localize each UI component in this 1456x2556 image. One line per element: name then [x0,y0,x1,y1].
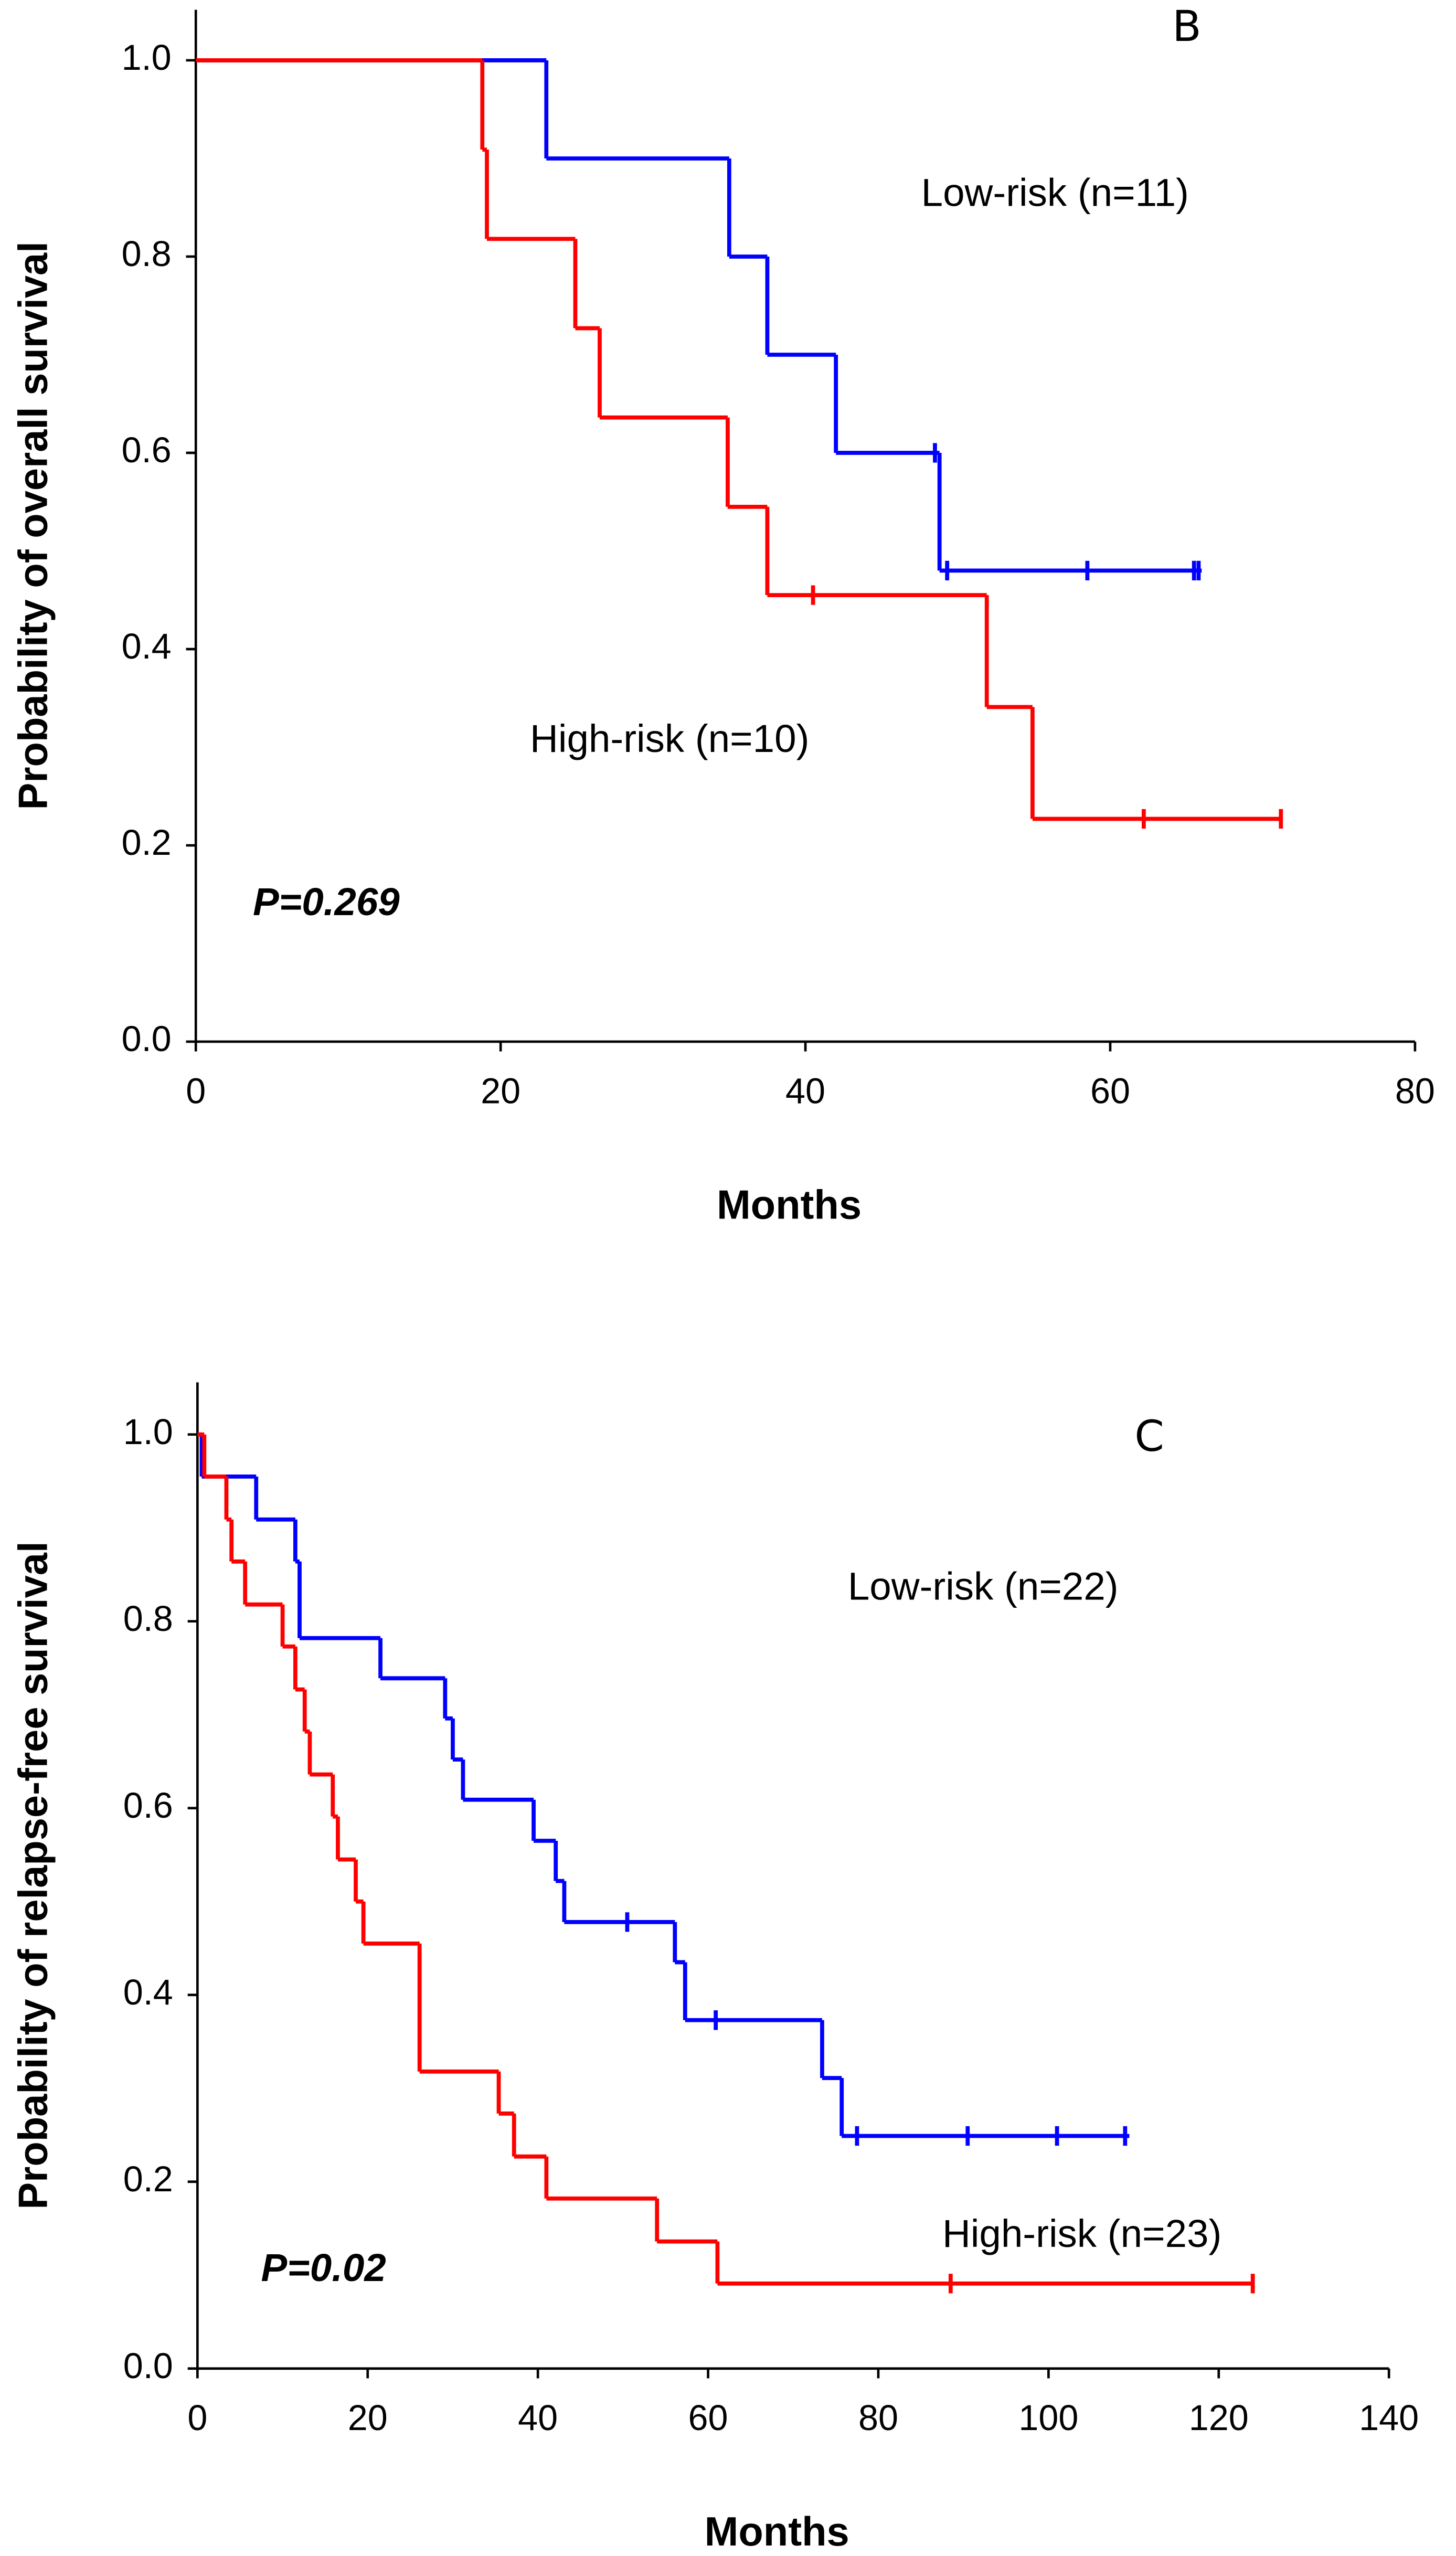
y-tick-label: 1.0 [122,38,172,78]
y-axis-title: Probability of relapse-free survival [10,1541,56,2209]
y-tick-label: 0.0 [122,1019,172,1059]
x-axis-title: Months [705,2509,849,2554]
y-tick-label: 0.4 [123,1972,173,2012]
x-tick-label: 0 [186,1072,206,1111]
x-axis-title: Months [717,1182,862,1227]
panel-label: B [1172,2,1201,51]
x-tick-label: 60 [688,2398,728,2438]
y-tick-label: 0.6 [123,1786,173,1826]
y-tick-label: 0.4 [122,627,172,666]
y-tick-label: 1.0 [123,1412,173,1452]
x-tick-label: 0 [187,2398,207,2438]
y-tick-label: 0.6 [122,430,172,470]
survival-curve [197,1432,1130,2146]
legend-label: High-risk (n=10) [530,717,809,760]
survival-curve [197,1432,1255,2294]
p-value: P=0.269 [253,880,400,924]
x-tick-label: 60 [1090,1072,1130,1111]
y-tick-label: 0.8 [123,1599,173,1639]
p-value: P=0.02 [261,2246,386,2289]
x-tick-label: 100 [1018,2398,1078,2438]
y-tick-label: 0.0 [123,2346,173,2386]
y-tick-label: 0.2 [123,2159,173,2199]
x-tick-label: 80 [1395,1072,1435,1111]
x-tick-label: 120 [1189,2398,1249,2438]
x-tick-label: 140 [1359,2398,1419,2438]
x-tick-label: 20 [481,1072,520,1111]
survival-curve [196,58,1202,581]
y-tick-label: 0.8 [122,234,172,274]
y-tick-label: 0.2 [122,823,172,863]
x-tick-label: 20 [348,2398,388,2438]
panel-label: C [1134,1412,1164,1461]
legend-label: High-risk (n=23) [942,2212,1221,2255]
x-tick-label: 40 [785,1072,825,1111]
legend-label: Low-risk (n=11) [921,171,1189,214]
x-tick-label: 40 [518,2398,558,2438]
y-axis-title: Probability of overall survival [10,241,56,810]
legend-label: Low-risk (n=22) [848,1565,1119,1608]
x-tick-label: 80 [858,2398,898,2438]
survival-curve [196,58,1283,829]
